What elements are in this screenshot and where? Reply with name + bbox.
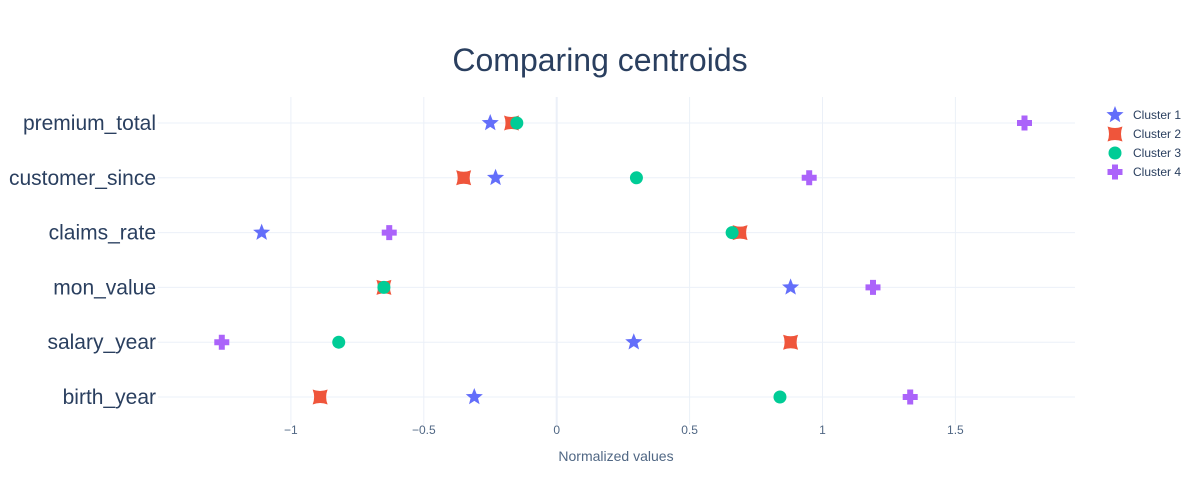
x-axis-label: Normalized values bbox=[558, 448, 673, 464]
legend-item-cluster-1[interactable]: Cluster 1 bbox=[1106, 106, 1181, 123]
legend-marker-icon bbox=[1107, 164, 1123, 180]
y-tick-label: claims_rate bbox=[49, 222, 156, 245]
data-point bbox=[253, 223, 271, 240]
y-tick-label: mon_value bbox=[53, 276, 156, 299]
series-cluster-4 bbox=[214, 115, 1032, 405]
data-point bbox=[332, 335, 346, 349]
x-tick-label: −0.5 bbox=[412, 423, 436, 437]
data-markers bbox=[214, 114, 1032, 405]
y-tick-label: premium_total bbox=[23, 112, 156, 135]
data-point bbox=[510, 116, 524, 130]
data-point bbox=[902, 389, 918, 405]
data-point bbox=[625, 333, 643, 350]
x-tick-label: 0.5 bbox=[681, 423, 698, 437]
data-point bbox=[456, 170, 472, 186]
series-cluster-3 bbox=[332, 116, 787, 404]
legend-label: Cluster 4 bbox=[1133, 165, 1181, 179]
x-tick-label: −1 bbox=[284, 423, 298, 437]
data-point bbox=[783, 334, 799, 350]
legend[interactable]: Cluster 1 Cluster 2 Cluster 3 Cluster 4 bbox=[1106, 106, 1181, 180]
x-tick-label: 1 bbox=[819, 423, 826, 437]
legend-label: Cluster 2 bbox=[1133, 127, 1181, 141]
x-axis-ticks: −1 −0.5 0 0.5 1 1.5 bbox=[284, 423, 964, 437]
y-tick-label: salary_year bbox=[47, 331, 156, 354]
data-point bbox=[214, 334, 230, 350]
legend-label: Cluster 1 bbox=[1133, 108, 1181, 122]
legend-item-cluster-2[interactable]: Cluster 2 bbox=[1107, 126, 1182, 142]
legend-item-cluster-3[interactable]: Cluster 3 bbox=[1108, 146, 1182, 160]
legend-item-cluster-4[interactable]: Cluster 4 bbox=[1107, 164, 1182, 180]
data-point bbox=[773, 390, 787, 404]
data-point bbox=[381, 225, 397, 241]
y-tick-label: birth_year bbox=[63, 386, 156, 409]
data-point bbox=[629, 171, 643, 185]
chart-title: Comparing centroids bbox=[452, 42, 747, 78]
data-point bbox=[465, 388, 483, 405]
series-cluster-1 bbox=[253, 114, 800, 405]
y-tick-label: customer_since bbox=[9, 167, 156, 190]
x-tick-label: 1.5 bbox=[947, 423, 964, 437]
y-axis-ticks: premium_total customer_since claims_ratemo… bbox=[9, 112, 156, 409]
data-point bbox=[312, 389, 328, 405]
data-point bbox=[865, 279, 881, 295]
data-point bbox=[377, 280, 391, 294]
data-point bbox=[1016, 115, 1032, 131]
data-point bbox=[801, 170, 817, 186]
data-point bbox=[481, 114, 499, 131]
data-point bbox=[487, 168, 505, 186]
grid-layer bbox=[158, 97, 1075, 425]
legend-label: Cluster 3 bbox=[1133, 146, 1181, 160]
legend-marker-icon bbox=[1107, 126, 1123, 142]
x-tick-label: 0 bbox=[553, 423, 560, 437]
data-point bbox=[782, 278, 800, 295]
legend-marker-icon bbox=[1108, 146, 1122, 160]
legend-marker-icon bbox=[1106, 106, 1124, 123]
data-point bbox=[725, 226, 739, 240]
series-cluster-2 bbox=[312, 115, 799, 405]
